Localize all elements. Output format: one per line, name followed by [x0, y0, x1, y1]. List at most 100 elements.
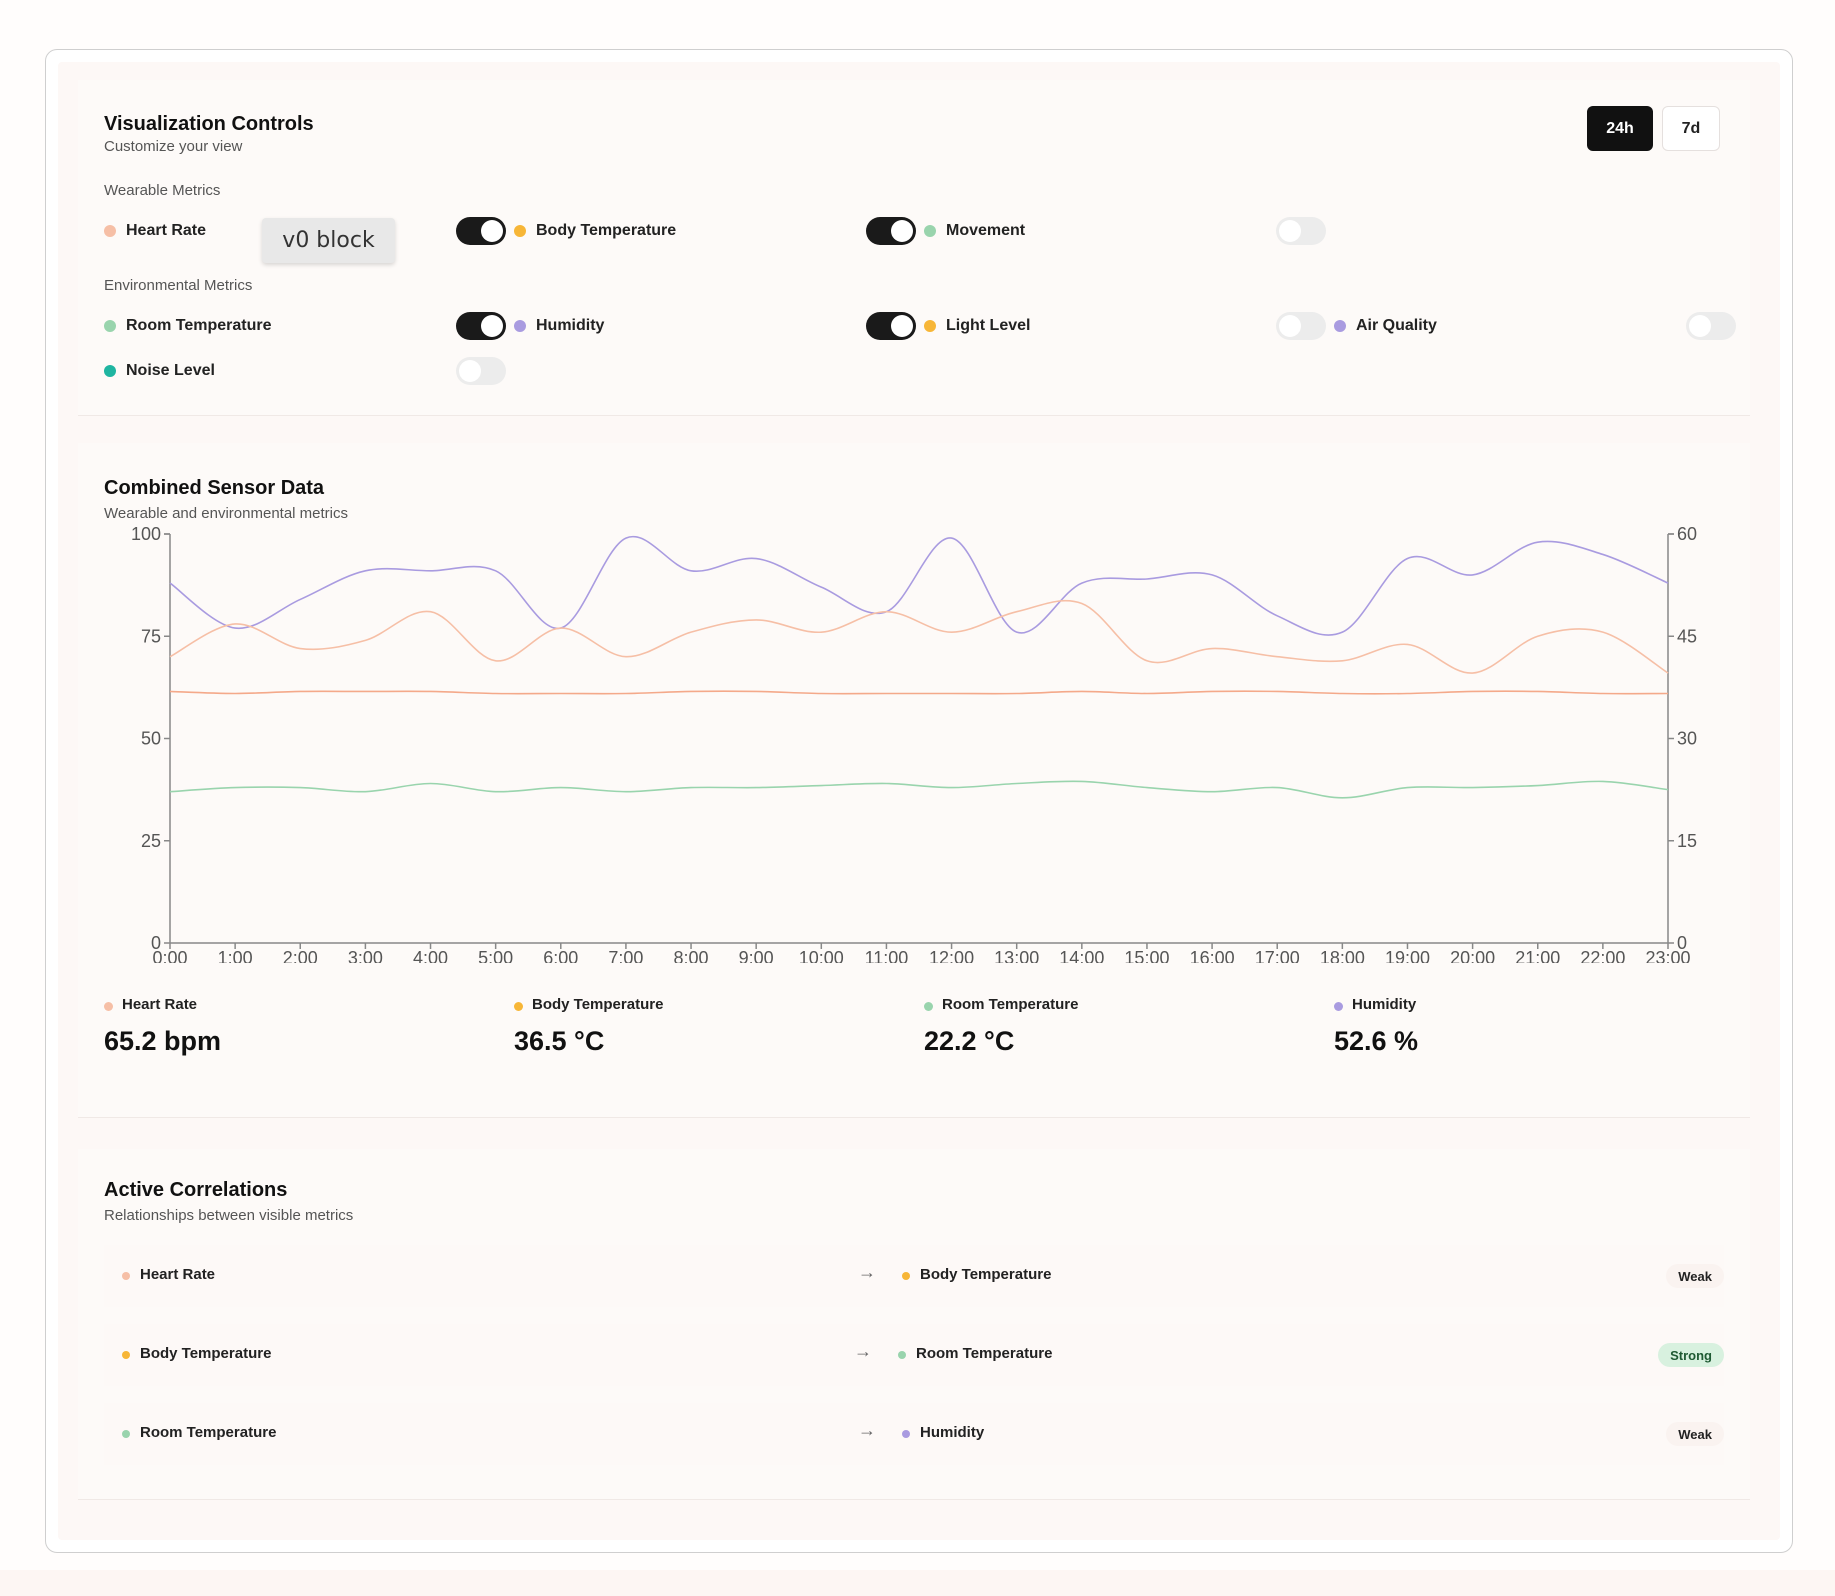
arrow-right-icon: → [858, 1420, 876, 1440]
x-tick-label: 7:00 [608, 948, 643, 963]
metric-air-quality: Air Quality [1334, 312, 1736, 340]
stat-label: Heart Rate [122, 996, 198, 1013]
x-tick-label: 3:00 [348, 948, 383, 963]
right-tick-label: 30 [1677, 729, 1697, 749]
noise-level-dot [104, 365, 116, 377]
dashboard: Visualization Controls Customize your vi… [58, 62, 1780, 1540]
x-tick-label: 6:00 [543, 948, 578, 963]
toggle-knob [1689, 315, 1711, 337]
right-tick-label: 60 [1677, 524, 1697, 544]
correlation-to: Room Temperature [916, 1345, 1053, 1362]
left-tick-label: 75 [141, 626, 161, 646]
correlation-to: Body Temperature [920, 1266, 1052, 1283]
x-tick-label: 22:00 [1580, 948, 1625, 963]
metric-label: Movement [946, 222, 1026, 239]
toggle-knob [481, 220, 503, 242]
correlations-subtitle: Relationships between visible metrics [104, 1207, 354, 1224]
noise-level-toggle[interactable] [456, 357, 506, 385]
stat-label: Humidity [1352, 996, 1417, 1013]
active-correlations-card: Active Correlations Relationships betwee… [78, 1149, 1750, 1500]
x-tick-label: 13:00 [994, 948, 1039, 963]
metric-body-temperature: Body Temperature [514, 217, 916, 245]
series-line-2 [169, 599, 1669, 674]
heart-rate-toggle[interactable] [456, 217, 506, 245]
humidity-dot [514, 320, 526, 332]
controls-title: Visualization Controls [104, 113, 314, 135]
x-tick-label: 16:00 [1190, 948, 1235, 963]
movement-toggle[interactable] [1276, 217, 1326, 245]
stat-value: 22.2 °C [924, 1026, 1015, 1056]
air-quality-dot [1334, 320, 1346, 332]
arrow-right-icon: → [858, 1262, 876, 1282]
air-quality-toggle[interactable] [1686, 312, 1736, 340]
metric-label: Body Temperature [536, 222, 677, 239]
correlation-from: Body Temperature [140, 1345, 272, 1362]
metric-humidity: Humidity [514, 312, 916, 340]
to-dot [902, 1272, 910, 1280]
metric-label: Humidity [536, 317, 605, 334]
right-tick-label: 45 [1677, 626, 1697, 646]
light-level-dot [924, 320, 936, 332]
metric-movement: Movement [924, 217, 1326, 245]
page-footer-shade [0, 1570, 1835, 1596]
metric-label: Heart Rate [126, 222, 207, 239]
movement-dot [924, 225, 936, 237]
metric-label: Light Level [946, 317, 1031, 334]
stat-dot [514, 1002, 523, 1011]
x-tick-label: 0:00 [152, 948, 187, 963]
x-tick-label: 10:00 [799, 948, 844, 963]
range-7d-button[interactable]: 7d [1662, 106, 1720, 151]
environmental-metrics-label: Environmental Metrics [104, 277, 253, 294]
stat-value: 52.6 % [1334, 1026, 1419, 1056]
chart-section-title: Combined Sensor Data [104, 477, 325, 499]
body-temperature-toggle[interactable] [866, 217, 916, 245]
stat-label: Room Temperature [942, 996, 1079, 1013]
body-temperature-dot [514, 225, 526, 237]
toggle-knob [481, 315, 503, 337]
toggle-knob [459, 360, 481, 382]
left-tick-label: 0 [151, 933, 161, 953]
x-tick-label: 20:00 [1450, 948, 1495, 963]
heart-rate-dot [104, 225, 116, 237]
toggle-knob [891, 220, 913, 242]
toggle-knob [1279, 220, 1301, 242]
from-dot [122, 1351, 130, 1359]
correlation-strength-badge: Weak [1666, 1264, 1724, 1288]
metric-label: Air Quality [1356, 317, 1437, 334]
stat-dot [924, 1002, 933, 1011]
left-tick-label: 25 [141, 831, 161, 851]
stat-label: Body Temperature [532, 996, 664, 1013]
to-dot [902, 1430, 910, 1438]
correlations-title: Active Correlations [104, 1179, 288, 1201]
app-frame: Visualization Controls Customize your vi… [45, 49, 1793, 1553]
series-line-3 [169, 690, 1669, 695]
correlation-row: Body Temperature → Room Temperature Stro… [104, 1324, 1724, 1386]
correlation-row: Room Temperature → Humidity Weak [104, 1403, 1724, 1465]
light-level-toggle[interactable] [1276, 312, 1326, 340]
visualization-controls-card: Visualization Controls Customize your vi… [78, 80, 1750, 416]
from-dot [122, 1272, 130, 1280]
combined-sensor-data-card: Combined Sensor Data Wearable and enviro… [78, 443, 1750, 1118]
x-tick-label: 23:00 [1645, 948, 1690, 963]
humidity-toggle[interactable] [866, 312, 916, 340]
room-temperature-toggle[interactable] [456, 312, 506, 340]
x-tick-label: 11:00 [865, 948, 909, 963]
x-tick-label: 18:00 [1320, 948, 1365, 963]
x-tick-label: 19:00 [1385, 948, 1430, 963]
correlation-strength-badge: Strong [1658, 1343, 1724, 1367]
metric-light-level: Light Level [924, 312, 1326, 340]
metric-label: Noise Level [126, 362, 215, 379]
right-tick-label: 0 [1677, 933, 1687, 953]
range-24h-button[interactable]: 24h [1587, 106, 1653, 151]
x-tick-label: 15:00 [1124, 948, 1169, 963]
left-tick-label: 100 [131, 524, 161, 544]
metric-heart-rate: Heart Rate [104, 217, 506, 245]
wearable-metrics-label: Wearable Metrics [104, 182, 221, 199]
right-tick-label: 15 [1677, 831, 1697, 851]
x-tick-label: 5:00 [478, 948, 513, 963]
correlation-to: Humidity [920, 1424, 985, 1441]
chart-section-subtitle: Wearable and environmental metrics [104, 505, 349, 522]
correlation-strength-badge: Weak [1666, 1422, 1724, 1446]
correlation-from: Heart Rate [140, 1266, 216, 1283]
correlation-row: Heart Rate → Body Temperature Weak [104, 1245, 1724, 1307]
